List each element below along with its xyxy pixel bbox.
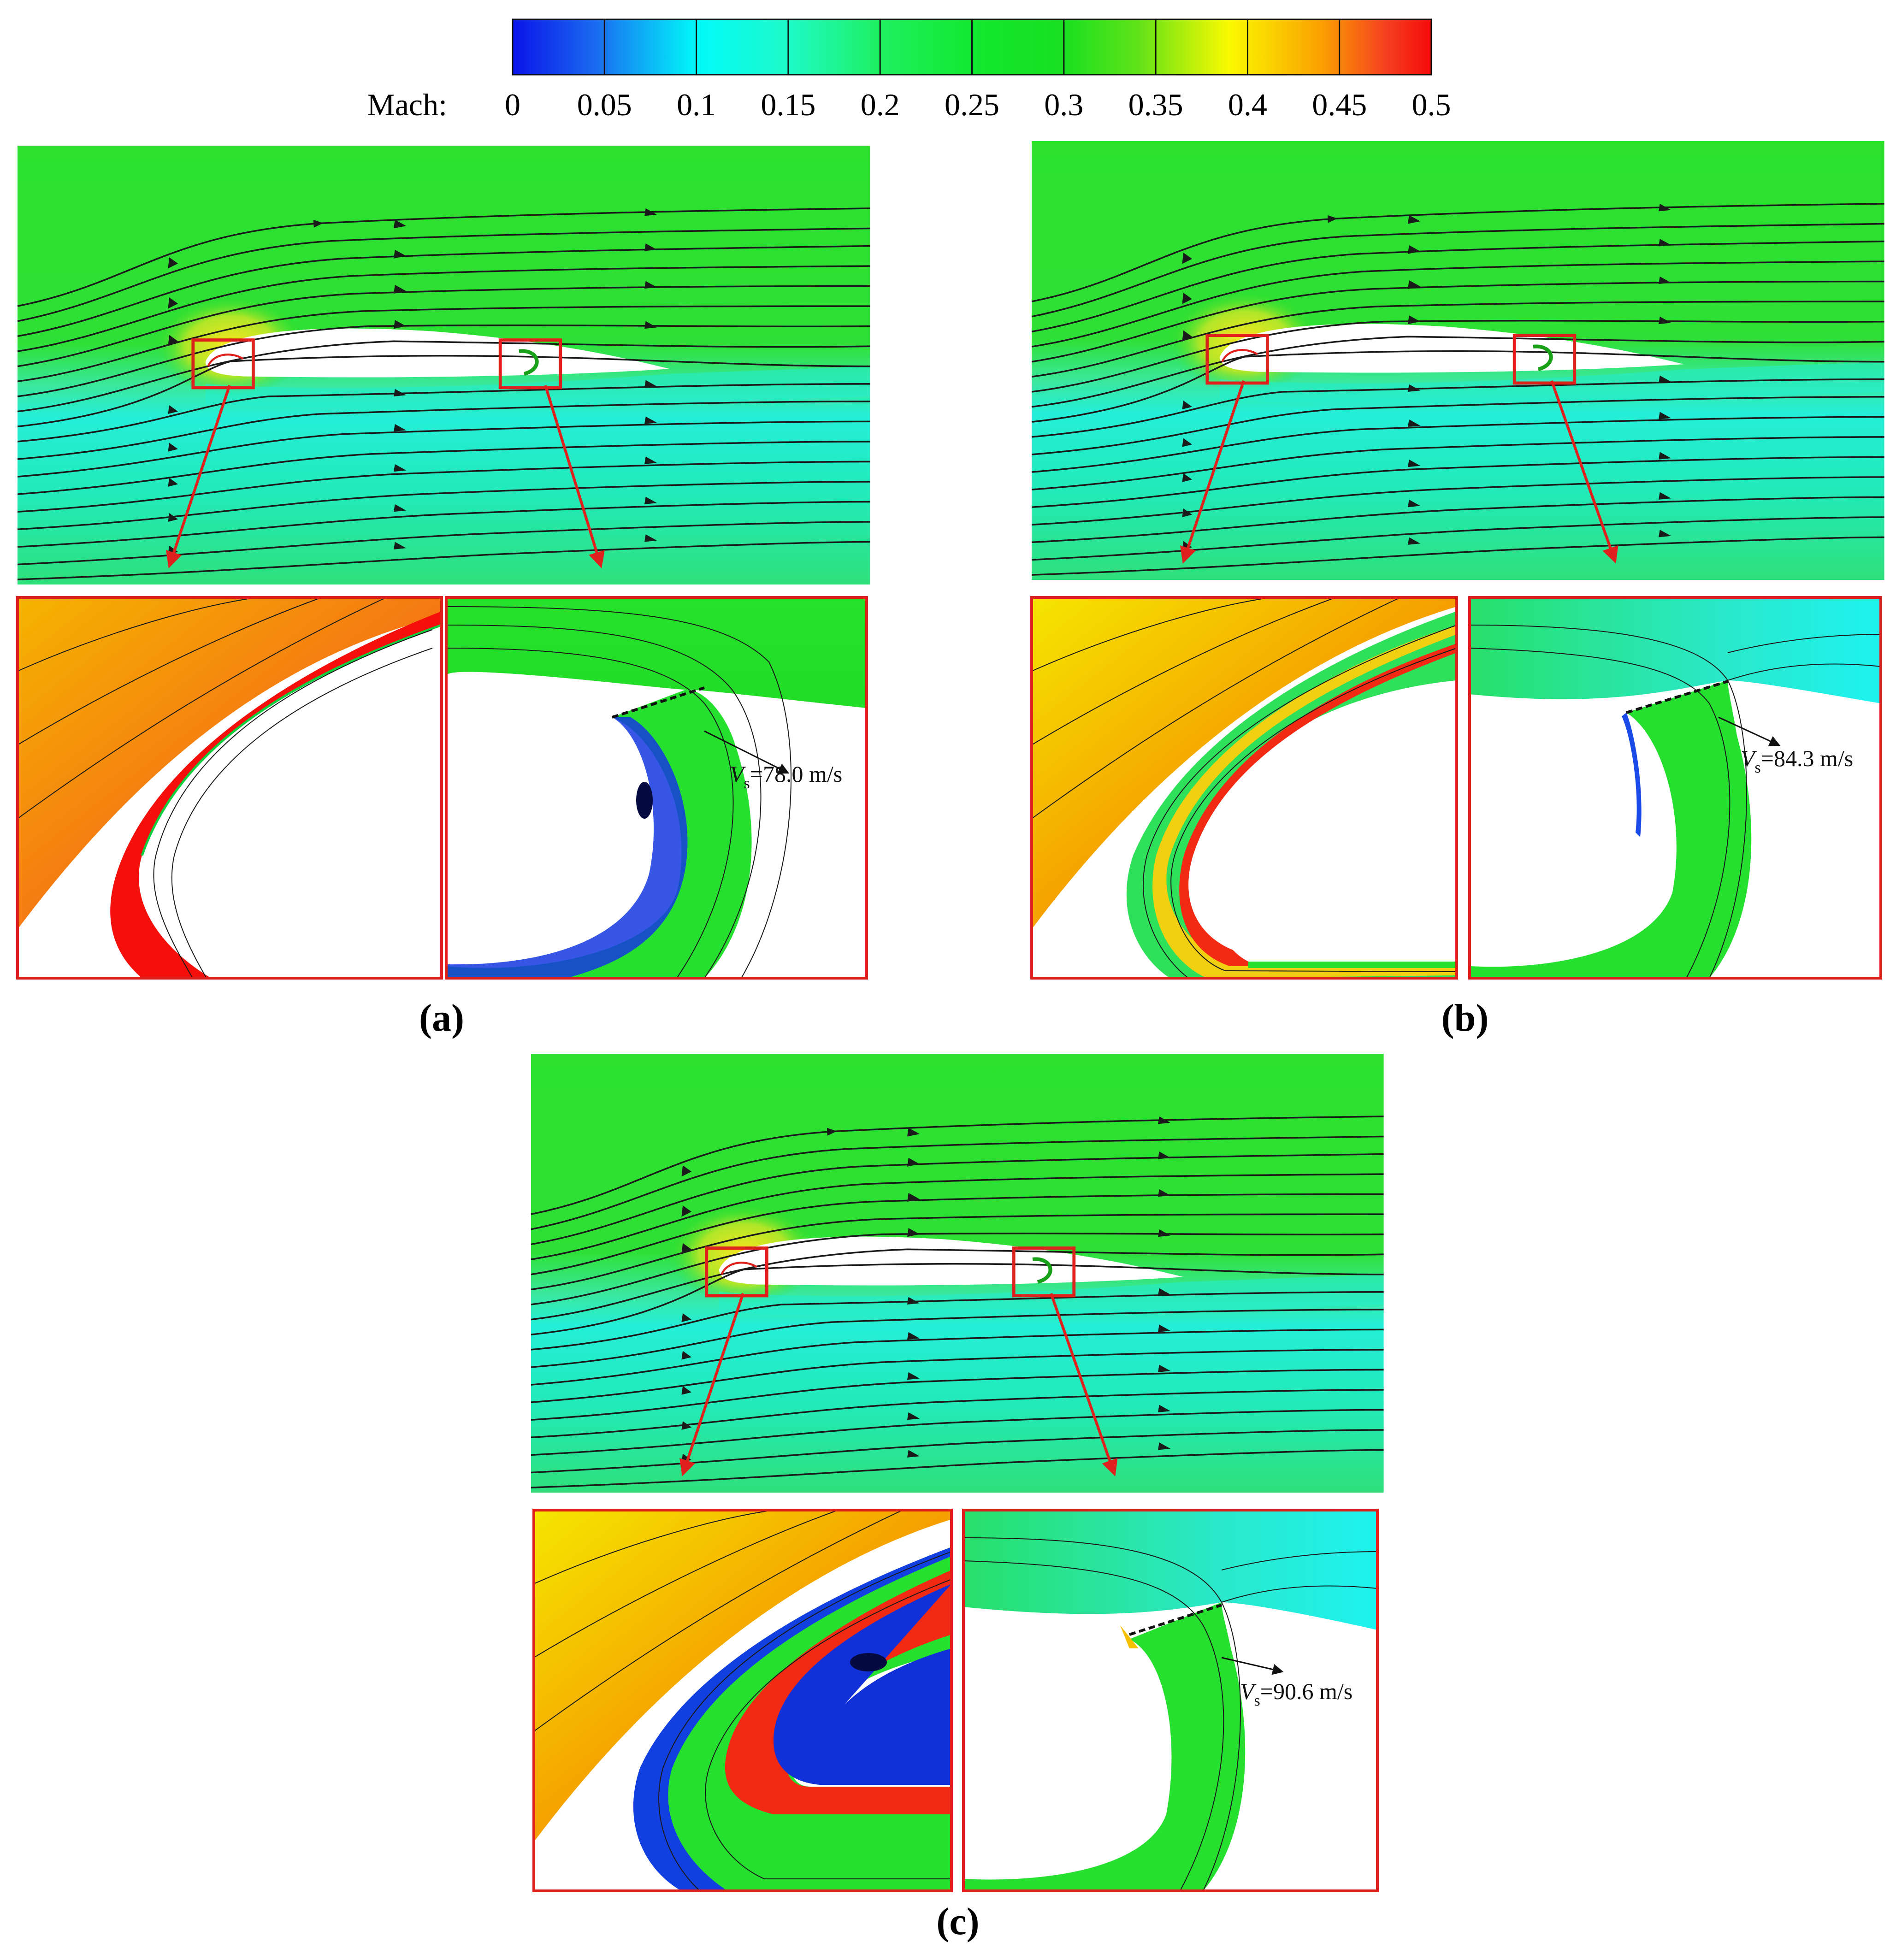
panel-c-zoom-leading-edge — [532, 1509, 953, 1892]
colorbar-tick-label: 0.05 — [577, 87, 632, 122]
colorbar-tick-label: 0.15 — [761, 87, 815, 122]
colorbar-label: Mach: — [367, 87, 447, 122]
colorbar-tick-label: 0 — [505, 87, 520, 122]
panel-a-zoom-arrow-right — [544, 385, 605, 568]
panel-a-overview — [18, 146, 870, 584]
panel-a-zoom-trailing-edge: Vs=78.0 m/s — [445, 596, 868, 980]
panel-c-zoom-arrow-right — [1050, 1293, 1118, 1476]
panel-a-vs-label: Vs=78.0 m/s — [730, 761, 842, 792]
colorbar-tick-label: 0.5 — [1412, 87, 1451, 122]
panel-c: Vs=90.6 m/s (c) — [531, 1054, 1384, 1943]
panel-b-zoom-leading-edge — [1030, 596, 1458, 980]
panel-b-zoom-arrow-left — [1180, 380, 1245, 564]
panel-a: Vs=78.0 m/s (a) — [18, 146, 870, 1039]
colorbar-tick-label: 0.4 — [1228, 87, 1267, 122]
panel-c-vs-label: Vs=90.6 m/s — [1240, 1678, 1353, 1709]
colorbar-tick-label: 0.2 — [861, 87, 900, 122]
colorbar-tick-labels: 0 0.05 0.1 0.15 0.2 0.25 0.3 0.35 0.4 0.45 0.5 — [505, 87, 1451, 122]
colorbar-tick-label: 0.1 — [677, 87, 716, 122]
panel-c-label: (c) — [936, 1900, 979, 1943]
colorbar-tick-label: 0.25 — [945, 87, 999, 122]
colorbar: Mach: 0 0.05 0.1 0.15 0.2 0.25 0.3 0.35 0.4 0.45 0… — [367, 18, 1451, 122]
panel-b-overview — [1032, 141, 1884, 580]
panel-a-label: (a) — [419, 997, 464, 1039]
colorbar-tick-label: 0.3 — [1044, 87, 1083, 122]
panel-b-zoom-trailing-edge: Vs=84.3 m/s — [1468, 596, 1882, 980]
panel-c-zoom-arrow-left — [679, 1293, 744, 1476]
panel-b-zoom-arrow-right — [1550, 380, 1618, 564]
colorbar-tick-label: 0.35 — [1128, 87, 1183, 122]
panel-b: Vs=84.3 m/s (b) — [1032, 141, 1884, 1039]
panel-c-zoom-trailing-edge: Vs=90.6 m/s — [962, 1509, 1379, 1892]
panel-a-zoom-arrow-left — [166, 385, 231, 568]
panel-b-vs-label: Vs=84.3 m/s — [1741, 745, 1853, 776]
panel-c-overview — [531, 1054, 1384, 1493]
panel-b-label: (b) — [1441, 997, 1489, 1039]
colorbar-tick-label: 0.45 — [1312, 87, 1367, 122]
panel-a-zoom-leading-edge — [16, 596, 443, 980]
colorbar-dividers — [603, 19, 1341, 75]
